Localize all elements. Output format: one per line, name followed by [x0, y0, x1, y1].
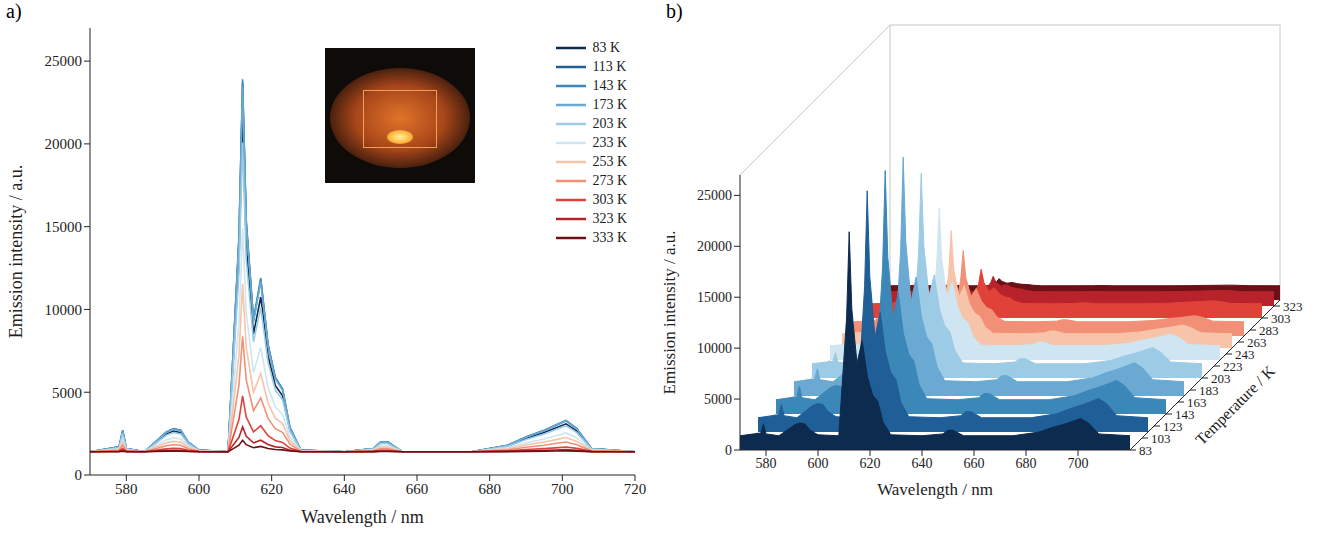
html-text:143 K: 143 K — [592, 77, 627, 93]
svg-text:223: 223 — [1223, 359, 1243, 374]
html-text:273 K: 273 K — [592, 172, 627, 188]
html-text:233 K: 233 K — [592, 134, 627, 150]
svg-text:143: 143 — [1175, 407, 1195, 422]
svg-text:25000: 25000 — [697, 188, 732, 203]
svg-text:Emission intensity / a.u.: Emission intensity / a.u. — [660, 231, 679, 395]
svg-text:720: 720 — [624, 481, 647, 497]
html-text:253 K: 253 K — [592, 153, 627, 169]
svg-text:163: 163 — [1187, 395, 1207, 410]
html-text:303 K: 303 K — [592, 191, 627, 207]
svg-text:680: 680 — [1016, 456, 1037, 471]
html-text:333 K: 333 K — [592, 229, 627, 245]
svg-text:103: 103 — [1151, 431, 1171, 446]
svg-text:620: 620 — [860, 456, 881, 471]
html-text:323 K: 323 K — [592, 210, 627, 226]
svg-text:10000: 10000 — [45, 302, 83, 318]
svg-text:660: 660 — [406, 481, 429, 497]
svg-text:700: 700 — [1068, 456, 1089, 471]
svg-text:640: 640 — [333, 481, 356, 497]
svg-text:600: 600 — [808, 456, 829, 471]
svg-text:25000: 25000 — [45, 53, 83, 69]
svg-text:660: 660 — [964, 456, 985, 471]
svg-text:Temperature / K: Temperature / K — [1192, 362, 1279, 449]
svg-text:680: 680 — [478, 481, 501, 497]
html-text:b): b) — [666, 0, 683, 22]
svg-text:323: 323 — [1283, 299, 1303, 314]
svg-text:283: 283 — [1259, 323, 1279, 338]
svg-text:183: 183 — [1199, 383, 1219, 398]
svg-text:580: 580 — [115, 481, 138, 497]
svg-text:700: 700 — [551, 481, 574, 497]
html-text:83 K: 83 K — [592, 39, 620, 55]
svg-text:640: 640 — [912, 456, 933, 471]
svg-text:0: 0 — [75, 467, 83, 483]
svg-text:580: 580 — [756, 456, 777, 471]
svg-text:Wavelength / nm: Wavelength / nm — [877, 480, 993, 499]
svg-text:263: 263 — [1247, 335, 1267, 350]
svg-text:15000: 15000 — [697, 290, 732, 305]
svg-text:Emission intensity / a.u.: Emission intensity / a.u. — [6, 165, 26, 339]
svg-text:15000: 15000 — [45, 219, 83, 235]
html-text:203 K: 203 K — [592, 115, 627, 131]
svg-text:5000: 5000 — [52, 385, 82, 401]
svg-text:620: 620 — [260, 481, 283, 497]
svg-text:83: 83 — [1139, 443, 1152, 458]
svg-text:20000: 20000 — [45, 136, 83, 152]
svg-text:600: 600 — [188, 481, 211, 497]
svg-text:203: 203 — [1211, 371, 1231, 386]
html-text:a): a) — [6, 0, 22, 22]
svg-text:303: 303 — [1271, 311, 1291, 326]
svg-text:5000: 5000 — [704, 392, 732, 407]
svg-text:243: 243 — [1235, 347, 1255, 362]
svg-text:Wavelength / nm: Wavelength / nm — [301, 507, 424, 527]
svg-text:0: 0 — [725, 443, 732, 458]
html-text:113 K: 113 K — [592, 58, 627, 74]
svg-text:123: 123 — [1163, 419, 1183, 434]
svg-text:10000: 10000 — [697, 341, 732, 356]
html-text:173 K: 173 K — [592, 96, 627, 112]
svg-text:20000: 20000 — [697, 239, 732, 254]
